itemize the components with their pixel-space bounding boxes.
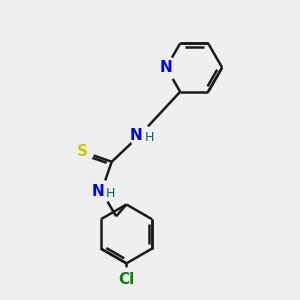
Text: N: N	[160, 60, 172, 75]
Text: H: H	[106, 187, 116, 200]
Text: H: H	[144, 131, 154, 144]
Text: S: S	[77, 144, 88, 159]
Text: N: N	[130, 128, 142, 143]
Text: Cl: Cl	[118, 272, 135, 287]
Text: N: N	[92, 184, 104, 199]
